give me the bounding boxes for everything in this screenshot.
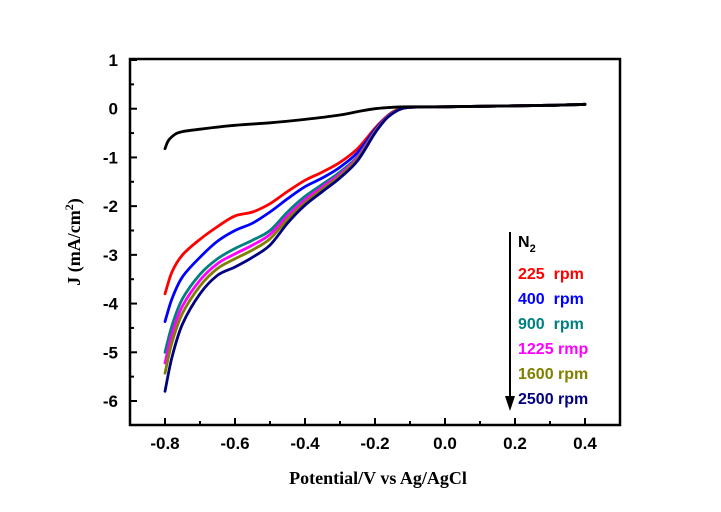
y-tick-label: -5	[103, 343, 118, 362]
plot-lines	[163, 102, 587, 393]
series-line-400-rpm	[163, 102, 587, 323]
legend-label-n2-main: N	[518, 234, 530, 251]
y-tick-label: -3	[103, 246, 118, 265]
x-tick-label: -0.4	[290, 434, 320, 453]
legend-label: 1225 rmp	[518, 341, 588, 358]
legend: N2 225 rpm 400 rpm 900 rpm 1225 rmp 1600 rpm 2…	[505, 232, 588, 411]
legend-arrowhead-icon	[505, 396, 515, 411]
y-axis-title: J (mA/cm2)	[62, 198, 85, 285]
x-tick-label: -0.2	[360, 434, 389, 453]
y-tick-label: 1	[109, 51, 118, 70]
legend-label: 400 rpm	[518, 291, 584, 308]
x-tick-label: 0.2	[503, 434, 527, 453]
legend-label: 900 rpm	[518, 316, 584, 333]
y-axis-title-sup: 2	[62, 204, 76, 210]
x-tick-label: 0.4	[573, 434, 597, 453]
x-tick-label: 0.0	[433, 434, 457, 453]
legend-label: 1600 rpm	[518, 366, 588, 383]
y-axis-title-main: J (mA/cm	[64, 210, 85, 285]
legend-label-n2-sub: 2	[530, 243, 536, 255]
y-axis-title-close: )	[64, 198, 85, 204]
x-tick-label: -0.6	[220, 434, 249, 453]
legend-label: 225 rpm	[518, 266, 584, 283]
series-line-n2	[163, 102, 587, 151]
x-axis-title: Potential/V vs Ag/AgCl	[289, 468, 467, 488]
y-axis-ticks: 1 0 -1 -2 -3 -4 -5 -6	[103, 51, 137, 411]
y-tick-label: -1	[103, 148, 118, 167]
y-tick-label: -4	[103, 295, 119, 314]
x-axis-ticks: -0.8 -0.6 -0.4 -0.2 0.0 0.2 0.4	[150, 418, 597, 453]
legend-label-n2: N2	[518, 234, 536, 255]
legend-label: 2500 rpm	[518, 391, 588, 408]
x-tick-label: -0.8	[150, 434, 179, 453]
y-tick-label: -6	[103, 392, 118, 411]
y-tick-label: 0	[109, 100, 118, 119]
y-tick-label: -2	[103, 197, 118, 216]
